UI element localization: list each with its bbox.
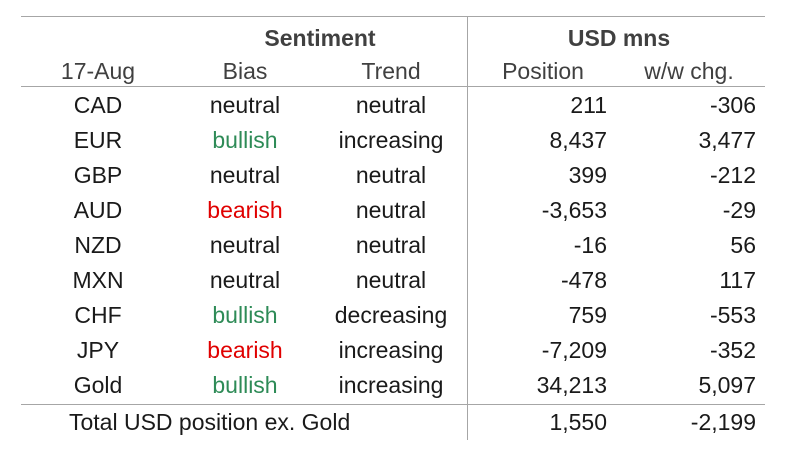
cell-position: -16 (573, 232, 607, 258)
cell-bias: bearish (207, 197, 283, 223)
cell-change: 3,477 (698, 127, 756, 153)
cell-currency: NZD (74, 232, 122, 258)
header-sentiment: Sentiment (264, 25, 376, 51)
cell-currency: CHF (74, 302, 122, 328)
header-change: w/w chg. (644, 58, 734, 84)
cell-currency: AUD (73, 197, 123, 223)
cell-change: -29 (722, 197, 756, 223)
top-rule (21, 16, 765, 17)
header-bias: Bias (222, 58, 268, 84)
cell-bias: neutral (209, 92, 281, 118)
cell-bias: neutral (209, 162, 281, 188)
header-position: Position (502, 58, 584, 84)
cell-trend: neutral (355, 197, 427, 223)
cell-trend: increasing (338, 337, 444, 363)
cell-position: 759 (568, 302, 607, 328)
cell-bias: bullish (212, 302, 278, 328)
cell-bias: bullish (212, 372, 278, 398)
total-label: Total USD position ex. Gold (69, 409, 351, 435)
cell-change: -212 (709, 162, 756, 188)
cell-currency: EUR (73, 127, 123, 153)
total-change: -2,199 (690, 409, 756, 435)
cell-change: -553 (709, 302, 756, 328)
header-rule (21, 86, 765, 87)
cell-currency: JPY (76, 337, 120, 363)
total-position: 1,550 (549, 409, 607, 435)
cell-trend: neutral (355, 267, 427, 293)
cell-position: 34,213 (536, 372, 607, 398)
cell-bias: neutral (209, 267, 281, 293)
cell-position: 211 (570, 92, 607, 118)
cell-trend: neutral (355, 92, 427, 118)
sentiment-table: Sentiment USD mns 17-Aug Bias Trend Posi… (21, 16, 765, 440)
cell-position: 399 (568, 162, 607, 188)
cell-bias: neutral (209, 232, 281, 258)
cell-change: -352 (709, 337, 756, 363)
cell-position: -7,209 (541, 337, 607, 363)
column-divider (467, 16, 468, 440)
cell-trend: neutral (355, 232, 427, 258)
cell-trend: increasing (338, 127, 444, 153)
cell-position: 8,437 (549, 127, 607, 153)
cell-trend: neutral (355, 162, 427, 188)
cell-change: 56 (730, 232, 756, 258)
total-rule (21, 404, 765, 405)
cell-trend: decreasing (334, 302, 448, 328)
cell-change: 5,097 (698, 372, 756, 398)
header-trend: Trend (361, 58, 421, 84)
cell-currency: CAD (73, 92, 123, 118)
cell-position: -478 (560, 267, 607, 293)
cell-currency: Gold (73, 372, 123, 398)
cell-position: -3,653 (541, 197, 607, 223)
cell-trend: increasing (338, 372, 444, 398)
cell-change: 117 (719, 267, 756, 293)
cell-bias: bearish (207, 337, 283, 363)
cell-currency: MXN (72, 267, 124, 293)
cell-change: -306 (709, 92, 756, 118)
cell-bias: bullish (212, 127, 278, 153)
header-usd-mns: USD mns (567, 25, 671, 51)
cell-currency: GBP (73, 162, 123, 188)
header-date: 17-Aug (60, 58, 136, 84)
